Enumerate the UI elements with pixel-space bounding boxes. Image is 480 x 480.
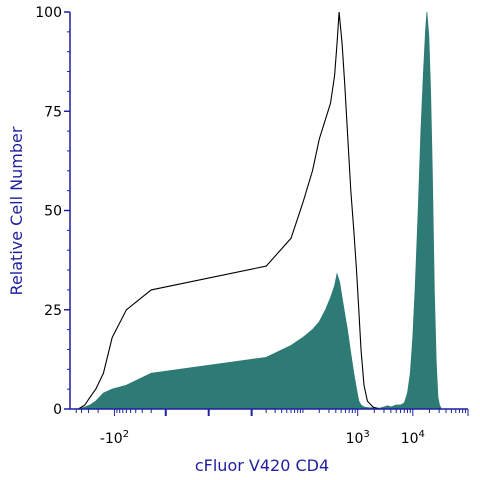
filled-histogram-series (78, 11, 443, 410)
series-layer (78, 11, 443, 410)
axes-layer (64, 11, 469, 416)
y-tick-label: 75 (44, 104, 62, 120)
y-tick-label: 50 (44, 204, 62, 220)
y-axis-title: Relative Cell Number (7, 126, 26, 295)
y-tick-label: 0 (53, 402, 62, 418)
labels-layer: 0 25 50 75 100 -102 103 104 (35, 5, 425, 447)
y-tick-label: 100 (35, 5, 62, 21)
x-tick-label: 103 (346, 429, 370, 447)
x-tick-label: 104 (401, 429, 425, 447)
x-tick-label: -102 (100, 429, 129, 447)
outline-histogram-series (78, 11, 380, 410)
y-tick-label: 25 (44, 303, 62, 319)
x-axis-title: cFluor V420 CD4 (195, 456, 329, 475)
